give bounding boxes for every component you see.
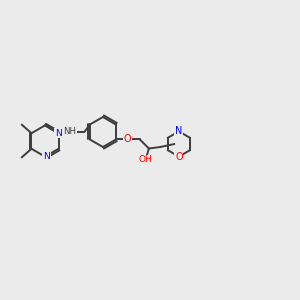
Text: O: O — [175, 152, 183, 162]
Text: N: N — [43, 152, 50, 161]
Text: NH: NH — [63, 128, 76, 136]
Text: N: N — [175, 126, 183, 136]
Text: OH: OH — [138, 155, 152, 164]
Text: N: N — [55, 129, 62, 138]
Text: O: O — [124, 134, 131, 145]
